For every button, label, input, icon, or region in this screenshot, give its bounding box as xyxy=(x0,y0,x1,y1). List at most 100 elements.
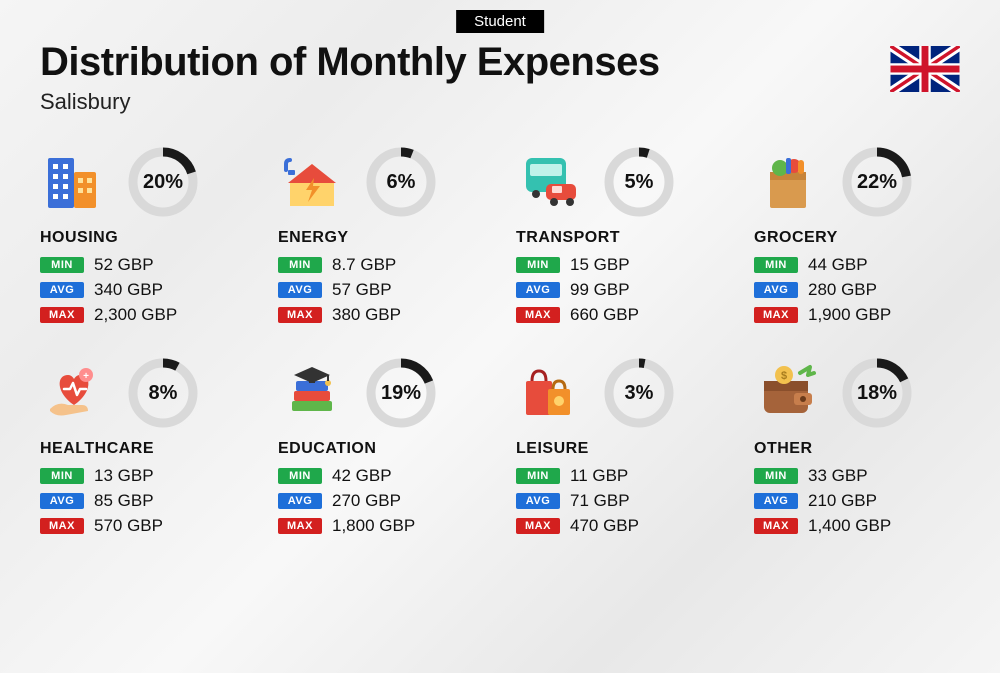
stat-max-row: MAX 1,400 GBP xyxy=(754,516,960,536)
grad-books-icon xyxy=(278,359,346,427)
stat-avg-row: AVG 85 GBP xyxy=(40,491,246,511)
page-title: Distribution of Monthly Expenses xyxy=(40,40,660,85)
stat-avg-row: AVG 340 GBP xyxy=(40,280,246,300)
percent-label: 3% xyxy=(602,356,676,430)
svg-text:+: + xyxy=(83,371,89,382)
stat-avg-row: AVG 71 GBP xyxy=(516,491,722,511)
shopping-bags-icon xyxy=(516,359,584,427)
min-value: 15 GBP xyxy=(570,255,630,275)
max-value: 470 GBP xyxy=(570,516,639,536)
min-value: 42 GBP xyxy=(332,466,392,486)
header: Distribution of Monthly Expenses Salisbu… xyxy=(40,40,960,115)
min-badge: MIN xyxy=(40,257,84,273)
max-badge: MAX xyxy=(516,307,560,323)
percent-label: 22% xyxy=(840,145,914,219)
avg-badge: AVG xyxy=(754,282,798,298)
avg-badge: AVG xyxy=(40,282,84,298)
max-badge: MAX xyxy=(754,518,798,534)
percent-label: 8% xyxy=(126,356,200,430)
min-badge: MIN xyxy=(40,468,84,484)
percent-label: 20% xyxy=(126,145,200,219)
avg-value: 270 GBP xyxy=(332,491,401,511)
student-tag: Student xyxy=(456,10,544,33)
stat-min-row: MIN 52 GBP xyxy=(40,255,246,275)
avg-value: 85 GBP xyxy=(94,491,154,511)
max-value: 570 GBP xyxy=(94,516,163,536)
min-value: 8.7 GBP xyxy=(332,255,396,275)
avg-value: 57 GBP xyxy=(332,280,392,300)
max-badge: MAX xyxy=(278,307,322,323)
stat-min-row: MIN 15 GBP xyxy=(516,255,722,275)
min-value: 52 GBP xyxy=(94,255,154,275)
max-badge: MAX xyxy=(40,518,84,534)
avg-value: 210 GBP xyxy=(808,491,877,511)
min-badge: MIN xyxy=(754,257,798,273)
percent-ring: 19% xyxy=(364,356,438,430)
stat-min-row: MIN 44 GBP xyxy=(754,255,960,275)
stat-max-row: MAX 1,800 GBP xyxy=(278,516,484,536)
stat-max-row: MAX 380 GBP xyxy=(278,305,484,325)
stat-min-row: MIN 8.7 GBP xyxy=(278,255,484,275)
stat-max-row: MAX 470 GBP xyxy=(516,516,722,536)
buildings-icon xyxy=(40,148,108,216)
category-name: GROCERY xyxy=(754,229,960,247)
min-badge: MIN xyxy=(516,468,560,484)
category-card-grocery: 22% GROCERY MIN 44 GBP AVG 280 GBP MAX 1… xyxy=(754,145,960,330)
max-value: 2,300 GBP xyxy=(94,305,177,325)
page-subtitle: Salisbury xyxy=(40,89,660,115)
category-card-leisure: 3% LEISURE MIN 11 GBP AVG 71 GBP MAX 470… xyxy=(516,356,722,541)
percent-ring: 3% xyxy=(602,356,676,430)
stat-max-row: MAX 570 GBP xyxy=(40,516,246,536)
category-name: LEISURE xyxy=(516,440,722,458)
percent-ring: 22% xyxy=(840,145,914,219)
min-badge: MIN xyxy=(278,468,322,484)
category-card-healthcare: + 8% HEALTHCARE MIN 13 GBP AVG 85 GBP MA… xyxy=(40,356,246,541)
percent-label: 5% xyxy=(602,145,676,219)
svg-text:$: $ xyxy=(781,370,787,382)
avg-value: 71 GBP xyxy=(570,491,630,511)
heart-hand-icon: + xyxy=(40,359,108,427)
avg-badge: AVG xyxy=(754,493,798,509)
stat-avg-row: AVG 280 GBP xyxy=(754,280,960,300)
min-badge: MIN xyxy=(754,468,798,484)
percent-ring: 20% xyxy=(126,145,200,219)
max-badge: MAX xyxy=(516,518,560,534)
avg-badge: AVG xyxy=(278,493,322,509)
bus-car-icon xyxy=(516,148,584,216)
min-value: 13 GBP xyxy=(94,466,154,486)
min-value: 44 GBP xyxy=(808,255,868,275)
energy-house-icon xyxy=(278,148,346,216)
avg-value: 340 GBP xyxy=(94,280,163,300)
min-badge: MIN xyxy=(516,257,560,273)
percent-ring: 6% xyxy=(364,145,438,219)
stat-avg-row: AVG 57 GBP xyxy=(278,280,484,300)
grocery-bag-icon xyxy=(754,148,822,216)
stat-min-row: MIN 33 GBP xyxy=(754,466,960,486)
min-value: 11 GBP xyxy=(570,466,628,486)
category-name: HOUSING xyxy=(40,229,246,247)
max-value: 1,800 GBP xyxy=(332,516,415,536)
wallet-icon: $ xyxy=(754,359,822,427)
percent-ring: 5% xyxy=(602,145,676,219)
percent-label: 6% xyxy=(364,145,438,219)
max-value: 380 GBP xyxy=(332,305,401,325)
stat-max-row: MAX 1,900 GBP xyxy=(754,305,960,325)
category-card-other: $ 18% OTHER MIN 33 GBP AVG 210 GBP MAX 1… xyxy=(754,356,960,541)
avg-badge: AVG xyxy=(516,282,560,298)
stat-min-row: MIN 42 GBP xyxy=(278,466,484,486)
stat-max-row: MAX 2,300 GBP xyxy=(40,305,246,325)
max-value: 660 GBP xyxy=(570,305,639,325)
category-name: ENERGY xyxy=(278,229,484,247)
avg-value: 280 GBP xyxy=(808,280,877,300)
max-badge: MAX xyxy=(278,518,322,534)
category-name: TRANSPORT xyxy=(516,229,722,247)
stat-max-row: MAX 660 GBP xyxy=(516,305,722,325)
category-name: EDUCATION xyxy=(278,440,484,458)
avg-value: 99 GBP xyxy=(570,280,630,300)
avg-badge: AVG xyxy=(40,493,84,509)
min-badge: MIN xyxy=(278,257,322,273)
stat-avg-row: AVG 99 GBP xyxy=(516,280,722,300)
min-value: 33 GBP xyxy=(808,466,868,486)
stat-min-row: MIN 13 GBP xyxy=(40,466,246,486)
category-name: HEALTHCARE xyxy=(40,440,246,458)
